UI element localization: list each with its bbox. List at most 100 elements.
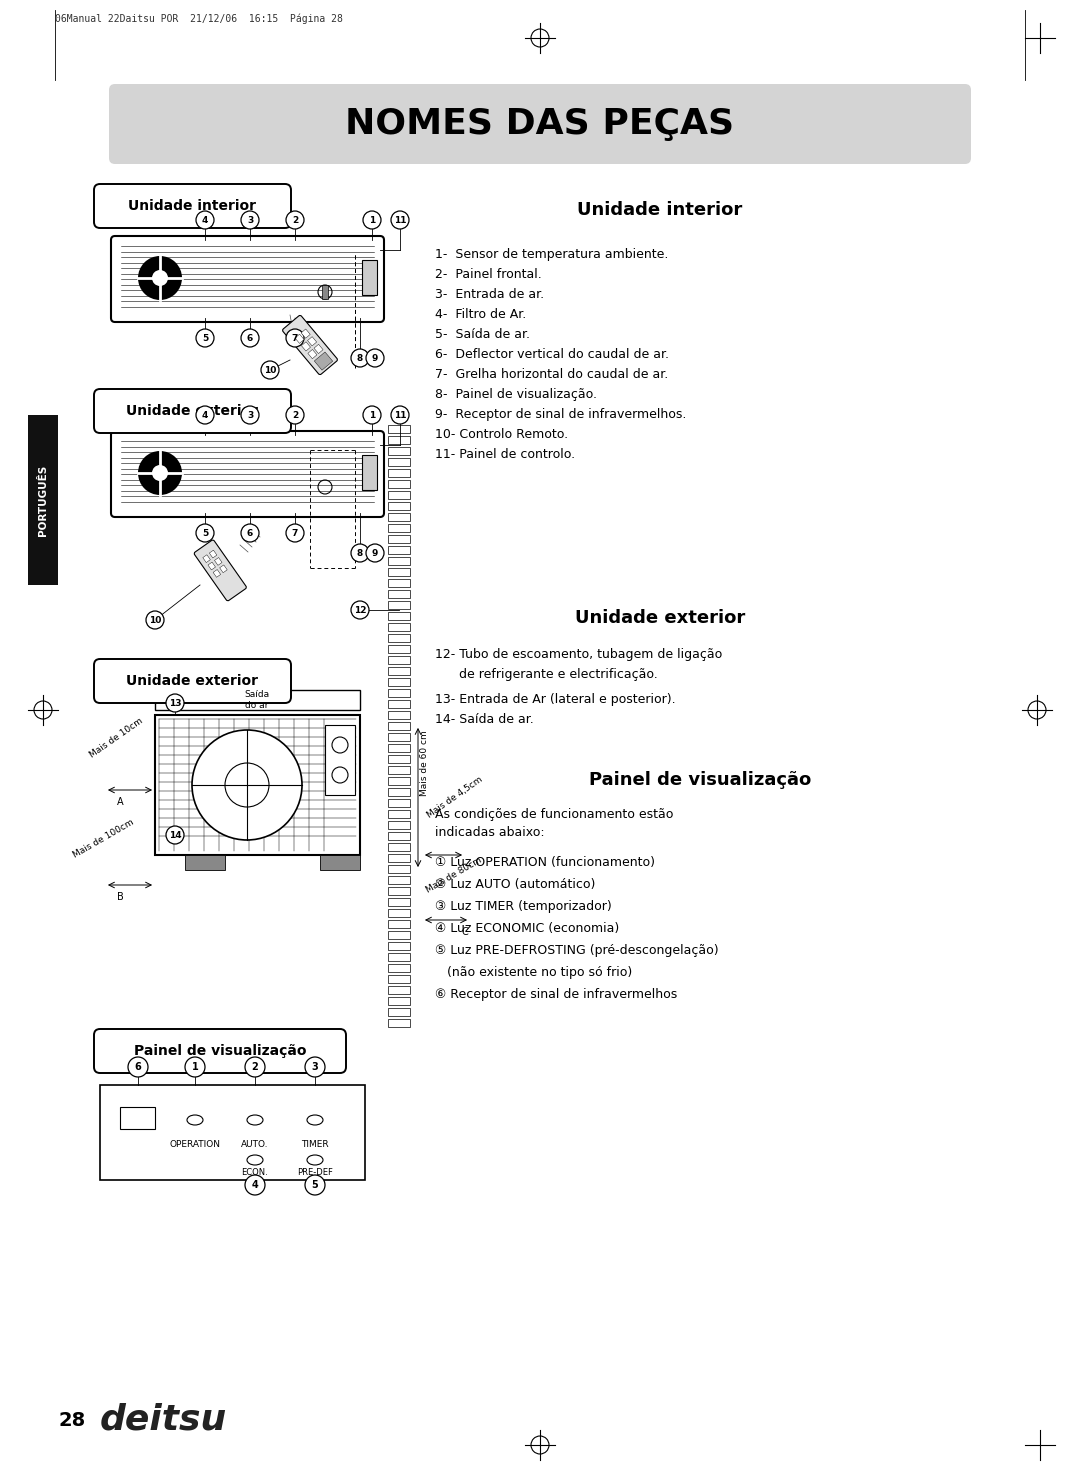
Text: 28: 28 [58, 1411, 85, 1430]
Bar [388, 425, 410, 432]
Bar [388, 855, 410, 862]
Bar [388, 513, 410, 521]
Text: 1-  Sensor de temperatura ambiente.: 1- Sensor de temperatura ambiente. [435, 249, 669, 260]
Bar [203, 555, 211, 562]
Bar [362, 455, 377, 490]
Bar [388, 435, 410, 444]
Bar [388, 656, 410, 663]
Text: 3: 3 [247, 410, 253, 419]
Text: 1: 1 [369, 410, 375, 419]
Bar [388, 953, 410, 961]
Text: 6: 6 [247, 528, 253, 537]
FancyBboxPatch shape [156, 715, 360, 855]
Bar [213, 569, 220, 577]
Circle shape [241, 524, 259, 541]
Text: indicadas abaixo:: indicadas abaixo: [435, 827, 544, 838]
Text: 8-  Painel de visualização.: 8- Painel de visualização. [435, 388, 597, 402]
Text: Mais de 10cm: Mais de 10cm [89, 716, 145, 761]
Text: B: B [117, 891, 123, 902]
FancyBboxPatch shape [94, 388, 291, 432]
Bar [388, 887, 410, 894]
Bar [388, 909, 410, 916]
FancyBboxPatch shape [194, 540, 246, 600]
Text: 6-  Deflector vertical do caudal de ar.: 6- Deflector vertical do caudal de ar. [435, 349, 669, 360]
Bar [388, 666, 410, 675]
Text: 13- Entrada de Ar (lateral e posterior).: 13- Entrada de Ar (lateral e posterior). [435, 693, 676, 706]
Circle shape [241, 330, 259, 347]
FancyBboxPatch shape [94, 1030, 346, 1072]
Bar [388, 700, 410, 708]
Bar [362, 260, 377, 296]
Circle shape [195, 406, 214, 424]
Text: Mais de 60 cm: Mais de 60 cm [420, 730, 429, 796]
Text: Painel de visualização: Painel de visualização [134, 1044, 307, 1058]
Bar [388, 568, 410, 577]
Ellipse shape [187, 1115, 203, 1125]
Bar [219, 565, 227, 572]
Bar [388, 799, 410, 808]
Circle shape [391, 210, 409, 229]
Text: 6: 6 [135, 1062, 141, 1072]
Text: Mais de 80cm: Mais de 80cm [426, 856, 484, 894]
Circle shape [305, 1175, 325, 1194]
Circle shape [286, 406, 303, 424]
Bar [388, 524, 410, 533]
FancyBboxPatch shape [109, 84, 971, 163]
Circle shape [241, 406, 259, 424]
Ellipse shape [307, 1155, 323, 1165]
Text: Painel de visualização: Painel de visualização [589, 771, 811, 788]
Circle shape [286, 210, 303, 229]
Bar [388, 919, 410, 928]
Bar [388, 941, 410, 950]
Text: 9: 9 [372, 549, 378, 558]
Text: 8: 8 [356, 353, 363, 362]
Text: 11: 11 [394, 215, 406, 225]
Bar [388, 964, 410, 972]
Text: Unidade exterior: Unidade exterior [575, 609, 745, 627]
Text: 9-  Receptor de sinal de infravermelhos.: 9- Receptor de sinal de infravermelhos. [435, 407, 687, 421]
Text: AUTO.: AUTO. [241, 1140, 269, 1149]
Text: (não existente no tipo só frio): (não existente no tipo só frio) [435, 966, 632, 980]
Text: Unidade interior: Unidade interior [129, 199, 256, 213]
FancyBboxPatch shape [100, 1086, 365, 1180]
Text: 5: 5 [312, 1180, 319, 1190]
FancyBboxPatch shape [94, 659, 291, 703]
Text: 4: 4 [252, 1180, 258, 1190]
Bar [322, 285, 328, 299]
Text: ③ Luz TIMER (temporizador): ③ Luz TIMER (temporizador) [435, 900, 611, 913]
Circle shape [305, 1058, 325, 1077]
Bar [388, 1008, 410, 1016]
Bar [388, 546, 410, 555]
Circle shape [351, 544, 369, 562]
Bar [388, 634, 410, 641]
Bar [388, 931, 410, 938]
Text: 1: 1 [369, 215, 375, 225]
Bar [308, 350, 316, 359]
Text: PORTUGUÊS: PORTUGUÊS [38, 465, 48, 535]
Circle shape [363, 406, 381, 424]
Text: 11: 11 [394, 410, 406, 419]
Text: 5: 5 [202, 528, 208, 537]
Text: 4: 4 [202, 215, 208, 225]
Bar [388, 612, 410, 619]
FancyBboxPatch shape [94, 184, 291, 228]
Text: 3: 3 [312, 1062, 319, 1072]
Ellipse shape [247, 1115, 264, 1125]
Text: A: A [117, 797, 123, 808]
Text: Unidade interior: Unidade interior [578, 202, 743, 219]
Text: 14: 14 [168, 831, 181, 840]
Circle shape [245, 1175, 265, 1194]
Bar [210, 550, 217, 558]
Circle shape [185, 1058, 205, 1077]
Bar [388, 975, 410, 983]
FancyBboxPatch shape [185, 855, 225, 869]
Bar [388, 535, 410, 543]
Bar [388, 457, 410, 466]
Bar [388, 777, 410, 786]
Bar [388, 469, 410, 477]
Bar [388, 865, 410, 872]
Text: 2: 2 [292, 215, 298, 225]
Bar [388, 877, 410, 884]
Circle shape [129, 1058, 148, 1077]
Text: 9: 9 [372, 353, 378, 362]
